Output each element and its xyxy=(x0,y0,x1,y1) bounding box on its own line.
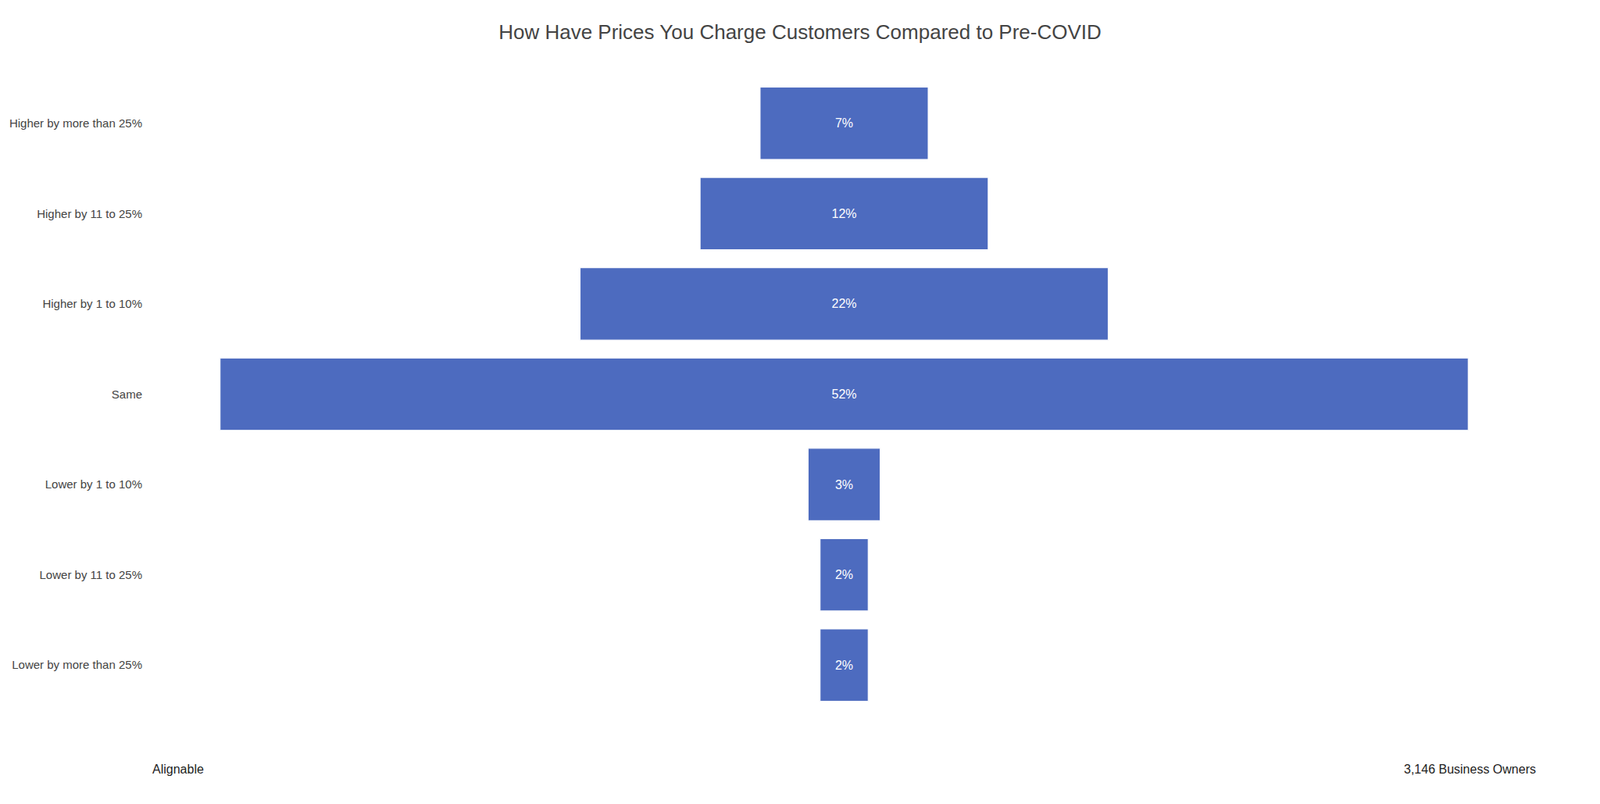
svg-text:7%: 7% xyxy=(835,116,854,130)
svg-text:22%: 22% xyxy=(831,296,857,311)
svg-text:3,146 Business Owners: 3,146 Business Owners xyxy=(1403,762,1536,776)
svg-text:Alignable: Alignable xyxy=(152,762,204,776)
svg-text:Lower by 1 to 10%: Lower by 1 to 10% xyxy=(45,477,143,491)
svg-text:2%: 2% xyxy=(835,567,854,582)
svg-text:Higher by 1 to 10%: Higher by 1 to 10% xyxy=(42,296,143,311)
svg-text:How Have Prices You Charge Cus: How Have Prices You Charge Customers Com… xyxy=(498,20,1102,44)
svg-text:2%: 2% xyxy=(835,658,854,672)
svg-text:Lower by 11 to 25%: Lower by 11 to 25% xyxy=(39,567,143,582)
svg-text:12%: 12% xyxy=(831,207,857,221)
svg-text:Higher by 11 to 25%: Higher by 11 to 25% xyxy=(36,207,143,221)
svg-text:Same: Same xyxy=(111,387,143,401)
svg-text:Higher by more than 25%: Higher by more than 25% xyxy=(9,116,143,130)
svg-text:Lower by more than 25%: Lower by more than 25% xyxy=(11,657,143,672)
svg-text:3%: 3% xyxy=(835,478,854,492)
svg-text:52%: 52% xyxy=(831,387,857,401)
